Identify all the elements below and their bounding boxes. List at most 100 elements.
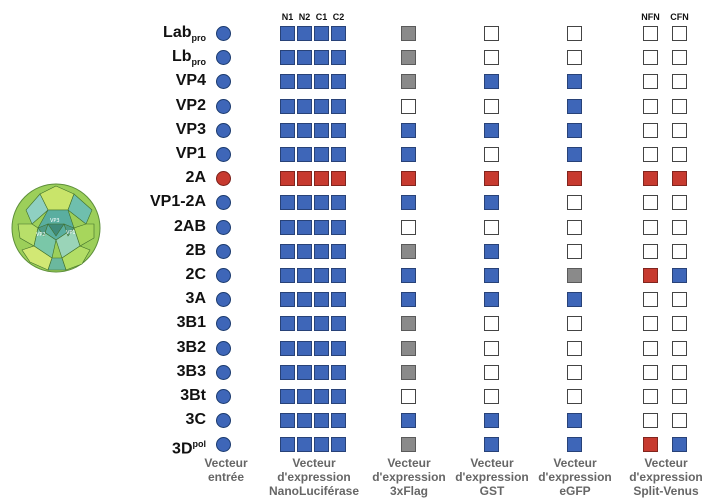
entry-vector-dot	[216, 171, 231, 186]
egfp-cell	[567, 195, 582, 210]
egfp-cell	[567, 268, 582, 283]
egfp-cell	[567, 389, 582, 404]
nanoluc-cell	[280, 316, 295, 331]
nanoluc-cell	[331, 437, 346, 452]
entry-vector-dot	[216, 123, 231, 138]
nanoluc-cell	[331, 220, 346, 235]
nanoluc-cell	[314, 147, 329, 162]
nanoluc-cell	[314, 389, 329, 404]
protein-label: 2AB	[173, 218, 206, 235]
gst-cell	[484, 220, 499, 235]
egfp-cell	[567, 365, 582, 380]
gst-cell	[484, 341, 499, 356]
nanoluc-cell	[280, 341, 295, 356]
footer-nanoluciferase: Vecteur d'expression NanoLuciférase	[268, 456, 360, 498]
nanoluc-cell	[314, 244, 329, 259]
split-venus-cell	[643, 195, 658, 210]
nanoluc-cell	[280, 50, 295, 65]
gst-cell	[484, 316, 499, 331]
split-venus-cell	[643, 74, 658, 89]
nanoluc-cell	[297, 147, 312, 162]
split-venus-cell	[672, 26, 687, 41]
egfp-cell	[567, 171, 582, 186]
nanoluc-cell	[280, 99, 295, 114]
nanoluc-cell	[331, 292, 346, 307]
nanoluc-cell	[297, 413, 312, 428]
split-venus-cell	[672, 292, 687, 307]
split-venus-cell	[672, 341, 687, 356]
nanoluc-cell	[331, 123, 346, 138]
nanoluc-cell	[297, 292, 312, 307]
nanoluc-cell	[314, 74, 329, 89]
gst-cell	[484, 389, 499, 404]
picornavirus-capsid-icon: VP3 VP1 VP2	[11, 183, 101, 273]
nanoluc-cell	[331, 50, 346, 65]
svg-text:VP2: VP2	[36, 232, 46, 238]
split-venus-cell	[672, 413, 687, 428]
nanoluc-cell	[280, 437, 295, 452]
flag-cell	[401, 99, 416, 114]
egfp-cell	[567, 123, 582, 138]
nanoluc-cell	[297, 341, 312, 356]
entry-vector-dot	[216, 341, 231, 356]
gst-cell	[484, 365, 499, 380]
split-venus-cell	[672, 99, 687, 114]
flag-cell	[401, 147, 416, 162]
gst-cell	[484, 123, 499, 138]
split-venus-cell	[643, 316, 658, 331]
nano-header: N2	[298, 12, 311, 22]
entry-vector-dot	[216, 413, 231, 428]
egfp-cell	[567, 26, 582, 41]
nanoluc-cell	[297, 389, 312, 404]
protein-label: 3Dpol	[172, 439, 206, 458]
nanoluc-cell	[280, 268, 295, 283]
split-venus-cell	[643, 147, 658, 162]
nanoluc-cell	[331, 99, 346, 114]
flag-cell	[401, 413, 416, 428]
nanoluc-cell	[314, 365, 329, 380]
entry-vector-dot	[216, 195, 231, 210]
nanoluc-cell	[280, 123, 295, 138]
nanoluc-cell	[297, 50, 312, 65]
split-venus-cell	[672, 123, 687, 138]
nanoluc-cell	[331, 147, 346, 162]
flag-cell	[401, 292, 416, 307]
flag-cell	[401, 316, 416, 331]
split-venus-cell	[643, 26, 658, 41]
entry-vector-dot	[216, 437, 231, 452]
egfp-cell	[567, 244, 582, 259]
egfp-cell	[567, 316, 582, 331]
flag-cell	[401, 244, 416, 259]
gst-cell	[484, 26, 499, 41]
nanoluc-cell	[280, 171, 295, 186]
egfp-cell	[567, 99, 582, 114]
split-venus-cell	[672, 171, 687, 186]
nanoluc-cell	[314, 195, 329, 210]
gst-cell	[484, 74, 499, 89]
nano-header: C2	[332, 12, 345, 22]
protein-label: 3Bt	[180, 387, 206, 404]
nanoluc-cell	[297, 171, 312, 186]
protein-label: 3A	[185, 290, 206, 307]
entry-vector-dot	[216, 316, 231, 331]
split-venus-cell	[643, 99, 658, 114]
footer-egfp: Vecteur d'expression eGFP	[538, 456, 612, 498]
egfp-cell	[567, 341, 582, 356]
split-venus-cell	[643, 171, 658, 186]
nanoluc-cell	[297, 268, 312, 283]
entry-vector-dot	[216, 26, 231, 41]
entry-vector-dot	[216, 99, 231, 114]
gst-cell	[484, 147, 499, 162]
nanoluc-cell	[280, 220, 295, 235]
nanoluc-cell	[280, 413, 295, 428]
split-venus-cell	[643, 389, 658, 404]
flag-cell	[401, 437, 416, 452]
venus-header: NFN	[641, 12, 660, 22]
split-venus-cell	[643, 365, 658, 380]
nanoluc-cell	[314, 268, 329, 283]
nano-header: N1	[281, 12, 294, 22]
footer-gst: Vecteur d'expression GST	[455, 456, 529, 498]
split-venus-cell	[672, 147, 687, 162]
split-venus-cell	[643, 268, 658, 283]
nanoluc-cell	[297, 26, 312, 41]
